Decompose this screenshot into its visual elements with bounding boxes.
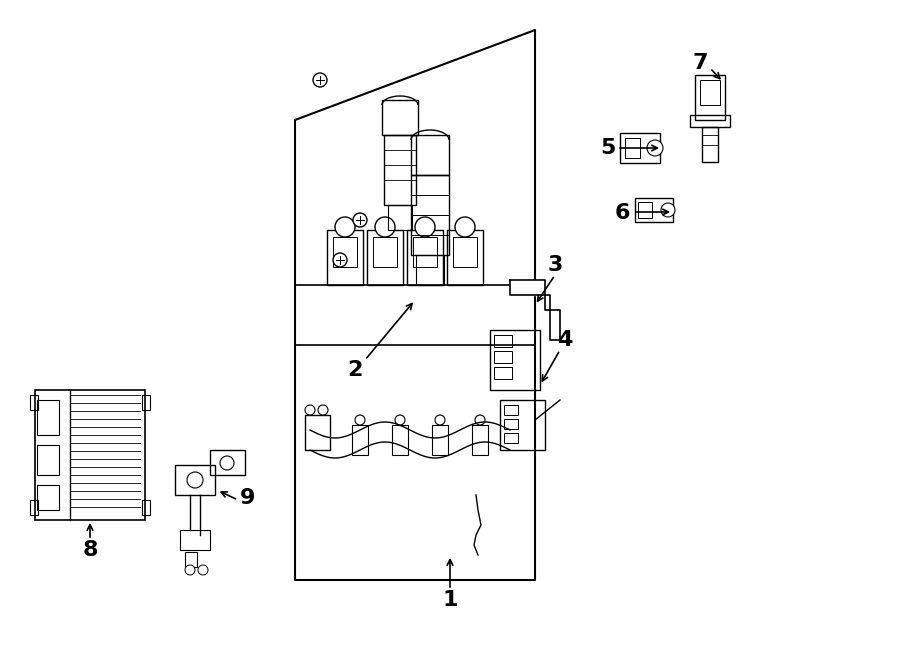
Circle shape	[375, 217, 395, 237]
Bar	[411, 135, 449, 175]
Bar	[37, 445, 59, 475]
Bar	[690, 115, 730, 127]
Circle shape	[198, 565, 208, 575]
Circle shape	[333, 253, 347, 267]
Text: 7: 7	[692, 53, 707, 73]
Bar	[30, 500, 38, 515]
Bar	[327, 230, 363, 285]
Bar	[392, 425, 408, 455]
Bar	[30, 395, 38, 410]
Bar	[695, 75, 725, 120]
Circle shape	[355, 415, 365, 425]
Circle shape	[305, 405, 315, 415]
Polygon shape	[510, 280, 560, 340]
Bar	[388, 205, 412, 230]
Text: 6: 6	[614, 203, 630, 223]
Bar	[295, 285, 535, 345]
Bar	[37, 485, 59, 510]
Bar	[490, 330, 540, 390]
Circle shape	[435, 415, 445, 425]
Bar	[504, 419, 518, 429]
Bar	[500, 400, 545, 450]
Circle shape	[185, 565, 195, 575]
Bar	[447, 230, 483, 285]
Bar	[620, 133, 660, 163]
Circle shape	[187, 472, 203, 488]
Circle shape	[220, 456, 234, 470]
Bar	[142, 395, 150, 410]
Bar	[416, 255, 444, 285]
Bar	[432, 425, 448, 455]
Text: 4: 4	[557, 330, 572, 350]
Bar	[635, 198, 673, 222]
Bar	[352, 425, 368, 455]
Bar	[210, 450, 245, 475]
Bar	[453, 237, 477, 267]
Text: 3: 3	[547, 255, 562, 275]
Text: 8: 8	[82, 540, 98, 560]
Circle shape	[335, 217, 355, 237]
Bar	[494, 335, 512, 347]
Circle shape	[455, 217, 475, 237]
Bar	[407, 230, 443, 285]
Text: 2: 2	[347, 360, 363, 380]
Bar	[305, 415, 330, 450]
Bar	[472, 425, 488, 455]
Bar	[367, 230, 403, 285]
Bar	[411, 175, 449, 255]
Bar	[142, 500, 150, 515]
Circle shape	[318, 405, 328, 415]
Text: 5: 5	[600, 138, 616, 158]
Bar	[494, 367, 512, 379]
Bar	[504, 433, 518, 443]
Bar	[504, 405, 518, 415]
Bar	[625, 138, 640, 158]
Text: 1: 1	[442, 590, 458, 610]
Bar	[382, 100, 418, 135]
Text: 9: 9	[240, 488, 256, 508]
Bar	[185, 552, 197, 567]
Bar	[175, 465, 215, 495]
Bar	[180, 530, 210, 550]
Bar	[494, 351, 512, 363]
Circle shape	[353, 213, 367, 227]
Bar	[35, 390, 145, 520]
Bar	[702, 127, 718, 162]
Bar	[700, 80, 720, 105]
Circle shape	[475, 415, 485, 425]
Bar	[638, 202, 652, 218]
Circle shape	[647, 140, 663, 156]
Bar	[37, 400, 59, 435]
Bar	[413, 237, 437, 267]
Bar	[373, 237, 397, 267]
Bar	[333, 237, 357, 267]
Circle shape	[415, 217, 435, 237]
Bar	[384, 135, 416, 205]
Circle shape	[661, 203, 675, 217]
Circle shape	[395, 415, 405, 425]
Circle shape	[313, 73, 327, 87]
